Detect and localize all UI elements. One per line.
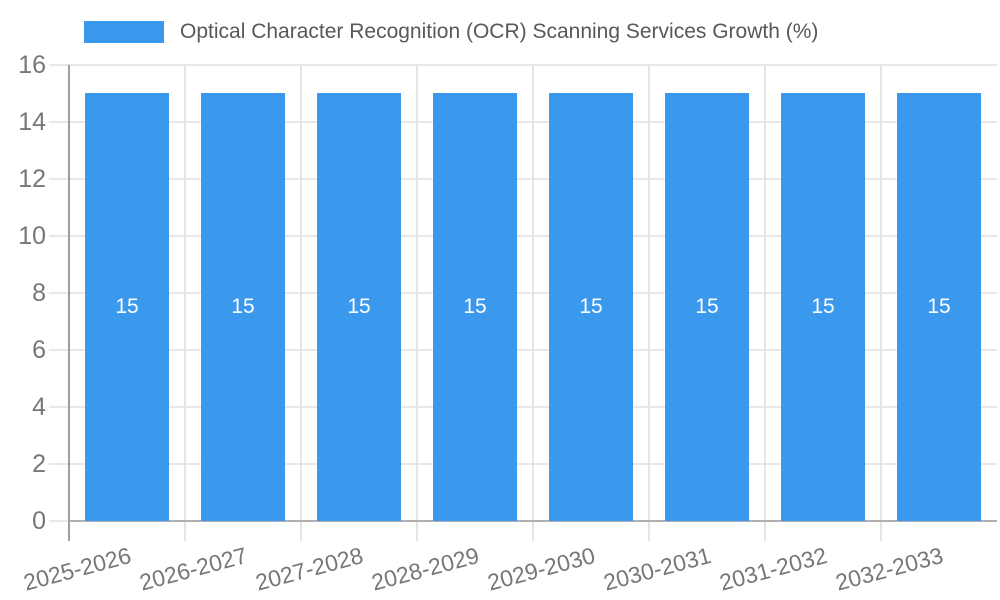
bar[interactable]: 15 bbox=[201, 93, 285, 521]
x-tick-label: 2030-2031 bbox=[600, 542, 714, 596]
legend-swatch bbox=[84, 21, 164, 43]
h-gridline bbox=[49, 64, 997, 66]
x-tick-label: 2028-2029 bbox=[368, 542, 482, 596]
bar-value-label: 15 bbox=[927, 295, 951, 318]
x-tick-label: 2027-2028 bbox=[252, 542, 366, 596]
h-gridline bbox=[49, 121, 997, 123]
bar[interactable]: 15 bbox=[897, 93, 981, 521]
bar-value-label: 15 bbox=[463, 295, 487, 318]
v-gridline bbox=[880, 65, 882, 541]
x-tick-label: 2032-2033 bbox=[832, 542, 946, 596]
x-tick-label: 2031-2032 bbox=[716, 542, 830, 596]
v-gridline bbox=[532, 65, 534, 541]
bar-value-label: 15 bbox=[347, 295, 371, 318]
x-tick-label: 2029-2030 bbox=[484, 542, 598, 596]
h-gridline bbox=[49, 235, 997, 237]
v-gridline bbox=[416, 65, 418, 541]
x-tick-label: 2025-2026 bbox=[20, 542, 134, 596]
bar-value-label: 15 bbox=[579, 295, 603, 318]
y-tick-label: 6 bbox=[32, 336, 46, 364]
v-gridline bbox=[300, 65, 302, 541]
y-axis-line bbox=[68, 65, 70, 541]
h-gridline bbox=[49, 406, 997, 408]
x-tick-label: 2026-2027 bbox=[136, 542, 250, 596]
y-tick-label: 0 bbox=[32, 507, 46, 535]
y-tick-label: 16 bbox=[18, 51, 46, 79]
y-tick-label: 12 bbox=[18, 165, 46, 193]
h-gridline bbox=[49, 463, 997, 465]
bar[interactable]: 15 bbox=[549, 93, 633, 521]
v-gridline bbox=[648, 65, 650, 541]
legend-item[interactable]: Optical Character Recognition (OCR) Scan… bbox=[84, 19, 818, 45]
v-gridline bbox=[764, 65, 766, 541]
h-gridline bbox=[49, 292, 997, 294]
y-tick-label: 4 bbox=[32, 393, 46, 421]
legend-label: Optical Character Recognition (OCR) Scan… bbox=[180, 20, 819, 43]
bar[interactable]: 15 bbox=[85, 93, 169, 521]
y-tick-label: 2 bbox=[32, 450, 46, 478]
x-axis-line bbox=[69, 520, 997, 522]
y-tick-label: 8 bbox=[32, 279, 46, 307]
bar-value-label: 15 bbox=[231, 295, 255, 318]
v-gridline bbox=[184, 65, 186, 541]
bar-value-label: 15 bbox=[811, 295, 835, 318]
bar[interactable]: 15 bbox=[433, 93, 517, 521]
h-gridline bbox=[49, 349, 997, 351]
bar[interactable]: 15 bbox=[781, 93, 865, 521]
bar-value-label: 15 bbox=[695, 295, 719, 318]
bar-value-label: 15 bbox=[115, 295, 139, 318]
y-tick-label: 14 bbox=[18, 108, 46, 136]
h-gridline bbox=[49, 178, 997, 180]
bar[interactable]: 15 bbox=[665, 93, 749, 521]
bar[interactable]: 15 bbox=[317, 93, 401, 521]
y-tick-label: 10 bbox=[18, 222, 46, 250]
